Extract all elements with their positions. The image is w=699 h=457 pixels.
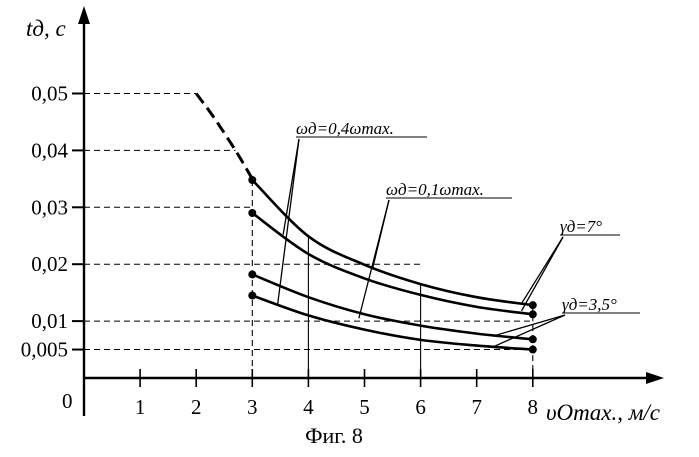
annotation-g7: γд=7° xyxy=(560,217,602,236)
x-tick-label: 2 xyxy=(191,395,202,419)
annotation-w04: ωд=0,4ωmax. xyxy=(296,119,394,138)
annotation-g35: γд=3,5° xyxy=(562,295,617,314)
x-tick-label: 7 xyxy=(471,395,482,419)
x-tick-label: 1 xyxy=(135,395,146,419)
x-axis-arrow xyxy=(646,372,664,384)
series-point-start xyxy=(248,176,256,184)
leader-g35-b xyxy=(494,315,565,347)
y-tick-label: 0,01 xyxy=(31,309,68,333)
annotations-layer: ωд=0,4ωmax. ωд=0,1ωmax. γд=7° γд=3,5° xyxy=(278,119,640,347)
series-point-end xyxy=(529,301,537,309)
leader-g7-b xyxy=(522,237,563,311)
axes-layer xyxy=(78,6,664,416)
series-point-end xyxy=(529,346,537,354)
series-point-start xyxy=(248,291,256,299)
annotation-w01: ωд=0,1ωmax. xyxy=(386,180,484,199)
series-point-end xyxy=(529,335,537,343)
figure-chart: tд, с υOmax., м/с 0 1 2 3 4 5 6 7 8 0,05 0,04 0,03 0,0… xyxy=(0,0,699,457)
series-line xyxy=(252,295,533,349)
x-axis-title: υOmax., м/с xyxy=(546,400,660,425)
caption: Фиг. 8 xyxy=(305,423,363,448)
limit-curve xyxy=(196,94,252,179)
origin-label: 0 xyxy=(62,389,73,413)
series-line xyxy=(252,274,533,339)
y-tick-label: 0,03 xyxy=(31,195,68,219)
y-tick-label: 0,02 xyxy=(31,252,68,276)
series-point-end xyxy=(529,310,537,318)
y-tick-label: 0,05 xyxy=(31,82,68,106)
leader-g35-a xyxy=(494,315,565,336)
leader-w04-b xyxy=(278,139,299,305)
y-axis-title: tд, с xyxy=(26,16,66,41)
x-tick-label: 3 xyxy=(247,395,258,419)
x-tick-label: 5 xyxy=(359,395,370,419)
series-point-start xyxy=(248,270,256,278)
y-tick-label: 0,04 xyxy=(31,138,68,162)
leader-w01-b xyxy=(359,200,389,318)
x-tick-label: 6 xyxy=(415,395,426,419)
x-tick-label: 8 xyxy=(528,395,539,419)
series-point-start xyxy=(248,209,256,217)
y-axis-arrow xyxy=(78,6,90,24)
x-tick-label: 4 xyxy=(303,395,314,419)
y-tick-label: 0,005 xyxy=(21,338,68,362)
